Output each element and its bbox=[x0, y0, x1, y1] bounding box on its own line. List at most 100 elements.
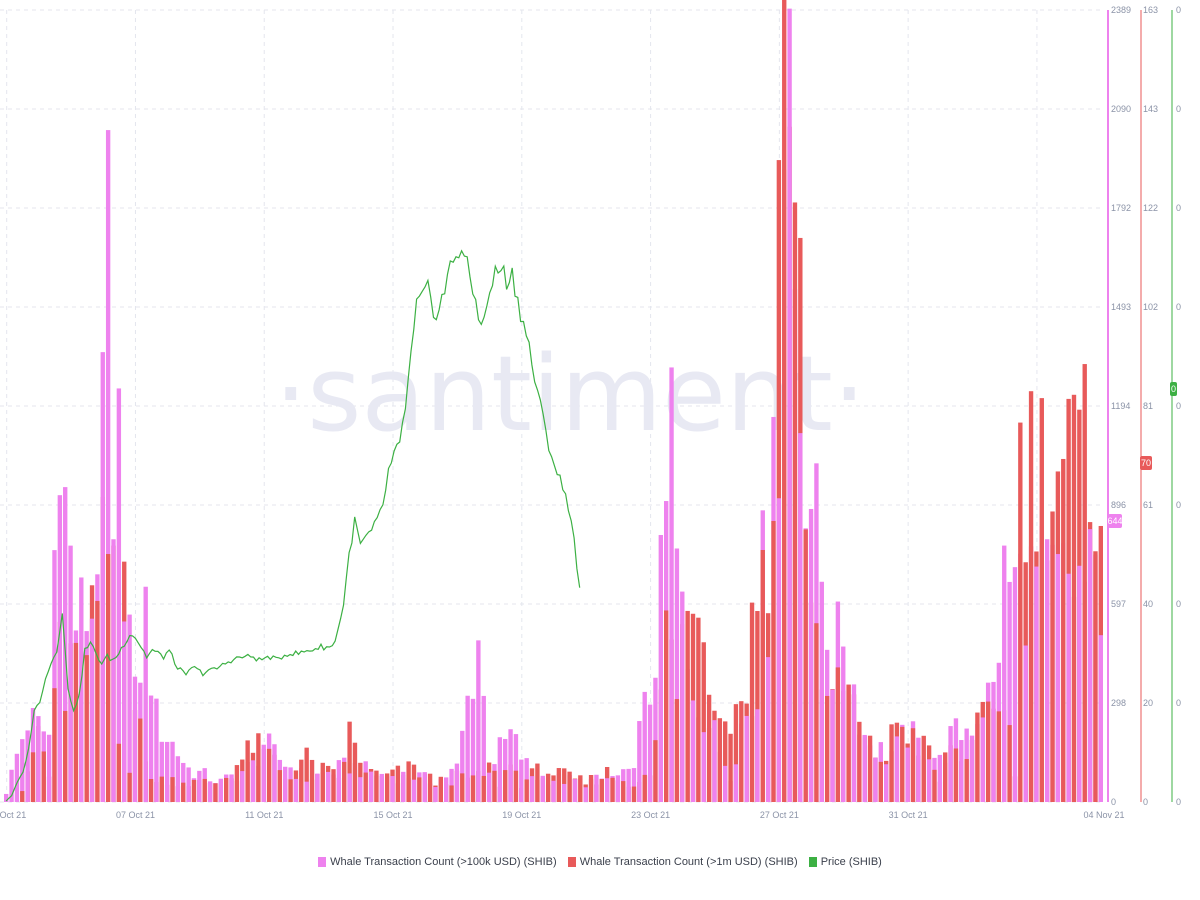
bar-1m bbox=[824, 695, 830, 802]
price-axis-tick: 0 bbox=[1176, 698, 1181, 708]
price-axis-tick: 0 bbox=[1176, 104, 1181, 114]
right-axis-tick: 163 bbox=[1143, 5, 1158, 15]
bar-100k bbox=[572, 779, 578, 802]
bar-100k bbox=[959, 740, 964, 802]
bar-1m bbox=[567, 771, 572, 802]
bar-100k bbox=[631, 768, 637, 802]
bar-1m bbox=[733, 704, 739, 802]
legend-label-100k: Whale Transaction Count (>100k USD) (SHI… bbox=[330, 856, 557, 868]
bar-1m bbox=[535, 763, 540, 802]
bar-1m bbox=[30, 752, 36, 802]
bar-1m bbox=[95, 600, 100, 802]
legend-item-100k[interactable]: Whale Transaction Count (>100k USD) (SHI… bbox=[318, 856, 557, 868]
right-axis-tick: 143 bbox=[1143, 104, 1158, 114]
bar-1m bbox=[116, 743, 122, 802]
x-axis-tick: 11 Oct 21 bbox=[245, 810, 283, 820]
bar-1m bbox=[481, 775, 486, 802]
bar-1m bbox=[363, 772, 368, 802]
bar-1m bbox=[148, 778, 154, 802]
bar-100k bbox=[379, 773, 384, 802]
bar-100k bbox=[164, 741, 170, 802]
bar-1m bbox=[234, 765, 240, 802]
santiment-watermark: ·santiment· bbox=[274, 333, 866, 455]
last-value-1m-bg bbox=[1140, 456, 1152, 470]
bar-1m bbox=[857, 721, 862, 802]
price-axis-tick: 0 bbox=[1176, 599, 1181, 609]
bar-100k bbox=[1012, 567, 1018, 802]
bar-100k bbox=[250, 760, 256, 802]
bar-100k bbox=[583, 787, 588, 802]
bar-1m bbox=[792, 202, 798, 802]
bar-1m bbox=[266, 748, 272, 802]
bar-100k bbox=[529, 776, 535, 802]
bar-1m bbox=[739, 701, 744, 802]
bar-100k bbox=[1034, 566, 1039, 802]
bar-1m bbox=[578, 775, 583, 802]
bar-1m bbox=[503, 770, 508, 802]
bar-100k bbox=[513, 734, 519, 802]
bar-100k bbox=[68, 545, 73, 802]
bar-1m bbox=[599, 778, 604, 802]
bar-1m bbox=[41, 751, 46, 802]
bar-1m bbox=[674, 699, 680, 802]
bar-100k bbox=[170, 741, 175, 802]
bar-1m bbox=[347, 721, 352, 802]
left-axis-tick: 597 bbox=[1111, 599, 1126, 609]
left-axis-tick: 2090 bbox=[1111, 104, 1131, 114]
bar-100k bbox=[368, 771, 374, 802]
bar-100k bbox=[465, 695, 470, 802]
bar-100k bbox=[20, 739, 25, 802]
bar-1m bbox=[717, 718, 723, 802]
bar-100k bbox=[776, 498, 782, 802]
bar-1m bbox=[1039, 398, 1044, 802]
bar-1m bbox=[835, 667, 841, 802]
bar-100k bbox=[46, 734, 52, 802]
bar-1m bbox=[352, 742, 358, 802]
right-axis-tick: 81 bbox=[1143, 401, 1153, 411]
bar-100k bbox=[669, 367, 674, 802]
price-axis-tick: 0 bbox=[1176, 401, 1181, 411]
bar-1m bbox=[996, 711, 1002, 802]
bar-1m bbox=[427, 773, 433, 802]
bar-100k bbox=[798, 433, 803, 802]
bar-1m bbox=[127, 772, 132, 802]
bar-1m bbox=[1071, 394, 1077, 802]
bar-100k bbox=[926, 759, 932, 802]
bar-1m bbox=[470, 775, 476, 802]
legend-label-price: Price (SHIB) bbox=[820, 856, 882, 868]
bar-1m bbox=[846, 684, 851, 802]
bar-100k bbox=[154, 698, 159, 802]
legend-item-1m[interactable]: Whale Transaction Count (>1m USD) (SHIB) bbox=[567, 856, 798, 868]
bar-100k bbox=[315, 773, 320, 802]
bar-1m bbox=[524, 779, 529, 802]
bar-1m bbox=[621, 781, 626, 802]
bar-100k bbox=[1007, 581, 1012, 802]
legend-swatch-price bbox=[808, 857, 817, 867]
bar-100k bbox=[594, 774, 599, 802]
bar-100k bbox=[159, 741, 164, 802]
bar-100k bbox=[460, 730, 465, 802]
bar-100k bbox=[100, 352, 105, 802]
legend-swatch-100k bbox=[318, 857, 327, 867]
bar-100k bbox=[470, 698, 476, 802]
bar-1m bbox=[776, 160, 782, 803]
legend: Whale Transaction Count (>100k USD) (SHI… bbox=[0, 856, 1200, 870]
bar-1m bbox=[213, 783, 218, 802]
bar-1m bbox=[384, 773, 390, 802]
bar-1m bbox=[685, 610, 690, 802]
bar-1m bbox=[878, 761, 883, 802]
bar-100k bbox=[175, 756, 181, 802]
bar-100k bbox=[79, 577, 84, 802]
bar-1m bbox=[610, 777, 615, 802]
bar-1m bbox=[84, 655, 89, 802]
bar-100k bbox=[1077, 565, 1082, 802]
bar-100k bbox=[991, 681, 996, 802]
bar-1m bbox=[932, 769, 937, 802]
bar-100k bbox=[615, 775, 621, 802]
legend-item-price[interactable]: Price (SHIB) bbox=[808, 856, 882, 868]
x-axis-tick: 27 Oct 21 bbox=[760, 810, 799, 820]
left-axis-tick: 896 bbox=[1111, 500, 1126, 510]
price-axis-tick: 0 bbox=[1176, 500, 1181, 510]
bar-100k bbox=[14, 753, 20, 802]
